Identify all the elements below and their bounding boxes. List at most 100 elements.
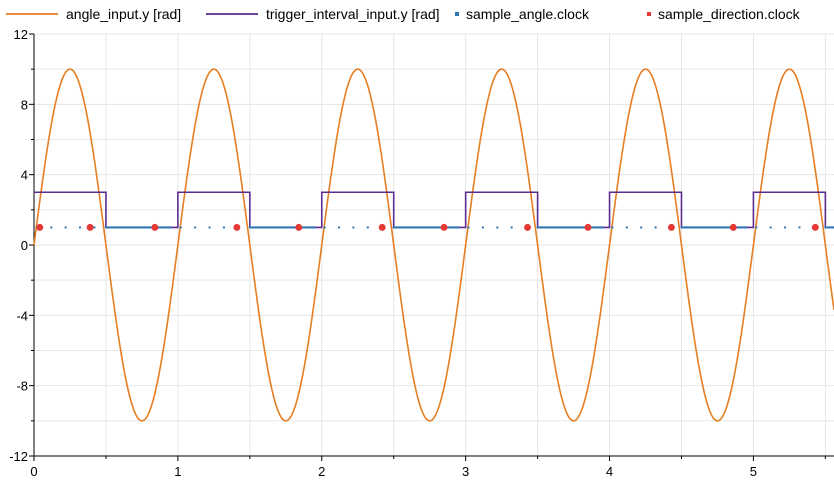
sample-angle-point — [555, 226, 558, 229]
sample-angle-point — [683, 226, 686, 229]
sample-angle-point — [267, 226, 270, 229]
sample-angle-point — [395, 226, 398, 229]
sample-direction-point — [86, 223, 94, 231]
sample-angle-point — [707, 226, 710, 229]
sample-angle-point — [280, 226, 283, 229]
sample-angle-point — [553, 226, 556, 229]
sample-angle-point — [284, 226, 287, 229]
sample-angle-point — [159, 226, 162, 229]
sample-angle-point — [680, 226, 683, 229]
sample-angle-point — [558, 226, 561, 229]
sample-angle-point — [723, 226, 726, 229]
sample-angle-point — [162, 226, 165, 229]
sample-angle-point — [145, 226, 148, 229]
sample-angle-point — [581, 226, 584, 229]
sample-angle-point — [595, 226, 598, 229]
sample-angle-point — [601, 226, 604, 229]
sample-angle-point — [412, 226, 415, 229]
sample-angle-point — [338, 226, 341, 229]
sample-angle-point — [261, 226, 264, 229]
sample-angle-point — [208, 226, 211, 229]
sample-angle-point — [112, 226, 115, 229]
sample-angle-point — [306, 226, 309, 229]
sample-angle-point — [148, 226, 151, 229]
sample-angle-point — [404, 226, 407, 229]
sample-angle-point — [467, 226, 470, 229]
sample-angle-point — [138, 226, 141, 229]
legend: angle_input.y [rad] trigger_interval_inpu… — [6, 6, 801, 22]
legend-label: sample_direction.clock — [658, 6, 801, 22]
sample-angle-point — [266, 226, 269, 229]
sample-direction-point — [811, 223, 819, 231]
sample-angle-point — [538, 226, 541, 229]
sample-angle-point — [117, 226, 120, 229]
sample-angle-point — [451, 226, 454, 229]
sample-angle-point — [417, 226, 420, 229]
sample-angle-point — [578, 226, 581, 229]
sample-angle-point — [268, 226, 271, 229]
sample-angle-point — [740, 226, 743, 229]
sample-angle-point — [699, 226, 702, 229]
x-tick-label: 4 — [606, 464, 613, 479]
sample-angle-point — [250, 226, 253, 229]
sample-angle-point — [540, 226, 543, 229]
sample-angle-point — [496, 226, 499, 229]
sample-angle-point — [725, 226, 728, 229]
sample-angle-point — [565, 226, 568, 229]
sample-angle-point — [716, 226, 719, 229]
x-tick-label: 1 — [174, 464, 181, 479]
sample-angle-point — [146, 226, 149, 229]
sample-angle-point — [166, 226, 169, 229]
sample-angle-point — [828, 226, 831, 229]
sample-angle-point — [136, 226, 139, 229]
sample-angle-point — [576, 226, 579, 229]
sample-angle-point — [598, 226, 601, 229]
sample-angle-point — [552, 226, 555, 229]
sample-angle-point — [50, 226, 53, 229]
sample-angle-point — [539, 226, 542, 229]
sample-angle-point — [142, 226, 145, 229]
sample-angle-point — [687, 226, 690, 229]
sample-angle-point — [281, 226, 284, 229]
sample-angle-point — [542, 226, 545, 229]
legend-label: sample_angle.clock — [466, 6, 590, 22]
sample-angle-point — [430, 226, 433, 229]
sample-angle-point — [392, 226, 395, 229]
y-tick-label: 4 — [21, 168, 28, 183]
sample-angle-point — [309, 226, 312, 229]
sample-angle-point — [303, 226, 306, 229]
sample-angle-point — [276, 226, 279, 229]
sample-angle-point — [784, 226, 787, 229]
sample-angle-point — [139, 226, 142, 229]
sample-angle-point — [149, 226, 152, 229]
sample-angle-point — [194, 226, 197, 229]
sample-angle-point — [135, 226, 138, 229]
sample-direction-point — [295, 223, 303, 231]
sample-angle-point — [745, 226, 748, 229]
sample-angle-point — [251, 226, 254, 229]
sample-angle-point — [258, 226, 261, 229]
sample-angle-point — [755, 226, 758, 229]
sample-angle-point — [273, 226, 276, 229]
sample-angle-point — [254, 226, 257, 229]
sample-angle-point — [132, 226, 135, 229]
sample-angle-point — [599, 226, 602, 229]
sample-angle-point — [434, 226, 437, 229]
sample-angle-point — [831, 226, 834, 229]
sample-direction-point — [233, 223, 241, 231]
sample-angle-point — [420, 226, 423, 229]
sample-direction-point — [584, 223, 592, 231]
sample-angle-point — [715, 226, 718, 229]
sample-angle-point — [248, 226, 251, 229]
sample-angle-point — [161, 226, 164, 229]
sample-angle-point — [693, 226, 696, 229]
sample-angle-point — [550, 226, 553, 229]
sample-angle-point — [123, 226, 126, 229]
sample-angle-point — [571, 226, 574, 229]
sample-angle-point — [414, 226, 417, 229]
sample-angle-point — [457, 226, 460, 229]
sample-angle-point — [548, 226, 551, 229]
sample-angle-point — [545, 226, 548, 229]
y-tick-label: -8 — [16, 379, 28, 394]
sample-angle-point — [427, 226, 430, 229]
